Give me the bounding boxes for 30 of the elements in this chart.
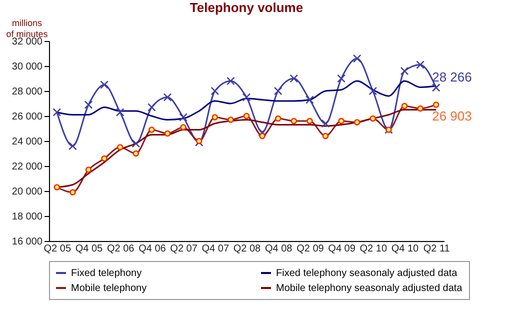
legend-label: Mobile telephony — [71, 283, 147, 294]
x-tick-label: Q4 07 — [202, 244, 230, 254]
y-tick-label: 24 000 — [12, 136, 43, 148]
y-tick-label: 26 000 — [12, 112, 43, 122]
y-tick-label: 28 000 — [12, 86, 43, 98]
legend-label: Fixed telephony seasonaly adjusted data — [276, 268, 458, 279]
y-axis-title: millions of minutes — [6, 18, 48, 39]
x-tick-label: Q2 10 — [360, 244, 388, 254]
annotation: 26 903 — [432, 108, 472, 124]
y-tick-label: 18 000 — [12, 212, 43, 222]
x-tick-label: Q4 05 — [75, 244, 104, 254]
x-tick-label: Q2 08 — [233, 244, 262, 254]
y-tick-label: 16 000 — [12, 236, 43, 248]
legend-label: Fixed telephony — [71, 268, 142, 279]
legend-label: Mobile telephony seasonaly adjusted data — [276, 283, 463, 294]
x-tick-label: Q2 11 — [423, 244, 450, 254]
y-tick-label: 22 000 — [12, 162, 43, 172]
x-tick-label: Q2 06 — [106, 244, 135, 254]
x-tick-label: Q4 06 — [138, 244, 166, 254]
x-tick-label: Q4 10 — [391, 244, 420, 254]
y-tick-label: 32 000 — [12, 36, 43, 48]
y-tick-label: 30 000 — [12, 62, 43, 72]
x-tick-label: Q4 09 — [328, 244, 356, 254]
x-tick-label: Q2 07 — [170, 244, 198, 254]
annotation: 28 266 — [432, 70, 472, 85]
y-tick-label: 20 000 — [12, 186, 43, 198]
x-tick-label: Q2 09 — [296, 244, 324, 254]
x-tick-label: Q2 05 — [44, 244, 72, 254]
chart-title: Telephony volume — [190, 0, 304, 15]
x-tick-label: Q4 08 — [264, 244, 293, 254]
